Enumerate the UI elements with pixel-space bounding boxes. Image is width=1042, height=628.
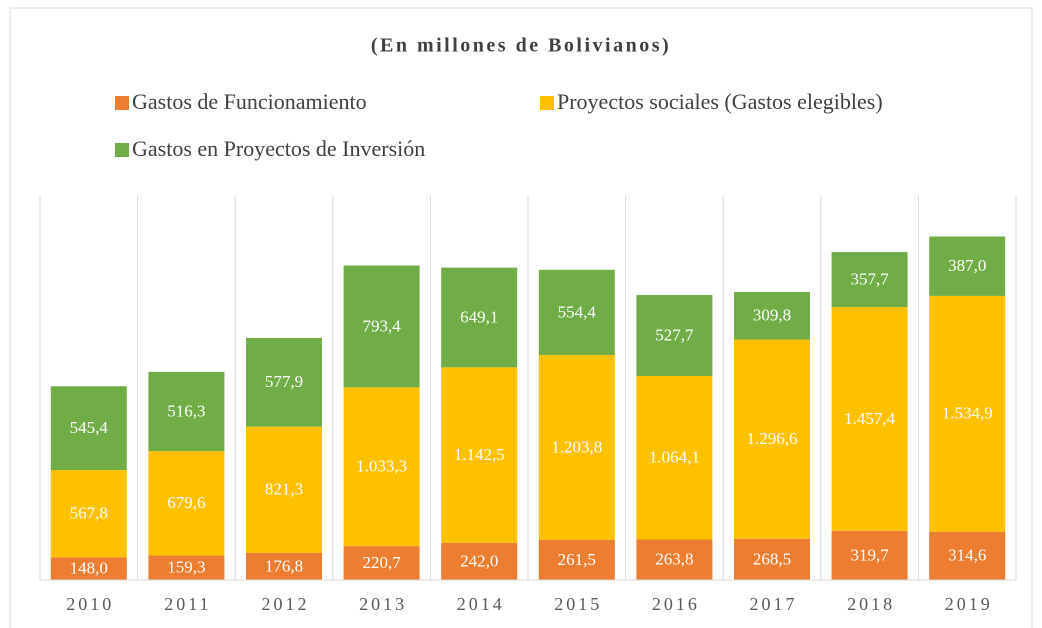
value-label: 567,8 (70, 504, 108, 523)
bar-segment (50, 557, 127, 580)
bar-segment (538, 354, 615, 540)
value-label: 263,8 (655, 550, 693, 569)
value-label: 516,3 (167, 401, 205, 420)
bar-segment (636, 539, 713, 580)
value-label: 1.203,8 (551, 437, 602, 456)
bar-segment (636, 294, 713, 377)
bar-segment (441, 267, 518, 368)
bar-segment (343, 265, 420, 388)
bar-segment (148, 555, 225, 580)
x-tick-label: 2018 (847, 594, 895, 614)
bar-segment (929, 531, 1006, 580)
x-tick-label: 2019 (945, 594, 993, 614)
value-label: 554,4 (558, 302, 597, 321)
legend-label: Gastos de Funcionamiento (132, 89, 367, 114)
legend-swatch (115, 96, 129, 110)
bar-segment (246, 552, 322, 580)
x-tick-label: 2016 (652, 594, 700, 614)
bar-segment (831, 307, 908, 531)
bar-segment (441, 367, 518, 543)
value-label: 319,7 (850, 545, 889, 564)
value-label: 314,6 (948, 546, 986, 565)
value-label: 357,7 (850, 269, 889, 288)
bar-segment (636, 376, 713, 540)
value-label: 1.033,3 (356, 457, 407, 476)
value-label: 148,0 (70, 559, 108, 578)
value-label: 268,5 (753, 549, 791, 568)
x-tick-label: 2011 (164, 594, 211, 614)
value-label: 1.064,1 (649, 448, 700, 467)
legend-label: Gastos en Proyectos de Inversión (132, 136, 425, 161)
value-label: 220,7 (362, 553, 401, 572)
x-tick-label: 2010 (66, 594, 114, 614)
bar-segment (343, 546, 420, 580)
bar-segment (538, 539, 615, 580)
bar-segment (246, 337, 322, 427)
value-label: 821,3 (265, 480, 303, 499)
bar-segment (246, 426, 322, 553)
value-label: 1.534,9 (942, 404, 993, 423)
bar-segment (441, 542, 518, 580)
bar-segment (929, 295, 1006, 532)
bar-segment (734, 292, 810, 340)
legend-label: Proyectos sociales (Gastos elegibles) (557, 89, 883, 114)
value-label: 309,8 (753, 306, 791, 325)
value-label: 176,8 (265, 556, 303, 575)
x-tick-label: 2012 (262, 594, 310, 614)
x-tick-label: 2013 (359, 594, 407, 614)
value-label: 527,7 (655, 325, 694, 344)
bar-segment (734, 339, 810, 539)
bar-segment (148, 371, 225, 452)
bar-segment (538, 269, 615, 355)
bar-segment (148, 451, 225, 556)
bar-segment (831, 530, 908, 580)
value-label: 242,0 (460, 551, 498, 570)
value-label: 649,1 (460, 307, 498, 326)
value-label: 793,4 (362, 316, 401, 335)
bar-segment (734, 538, 810, 580)
value-label: 1.142,5 (454, 445, 505, 464)
chart-title: (En millones de Bolivianos) (371, 35, 671, 57)
x-tick-label: 2014 (457, 594, 505, 614)
value-label: 1.457,4 (844, 409, 896, 428)
value-label: 545,4 (70, 418, 109, 437)
bar-segment (929, 236, 1006, 296)
value-label: 159,3 (167, 558, 205, 577)
bar-segment (343, 387, 420, 547)
bar-segment (831, 252, 908, 308)
value-label: 577,9 (265, 372, 303, 391)
value-label: 261,5 (558, 550, 596, 569)
bar-segment (50, 386, 127, 471)
value-label: 387,0 (948, 256, 986, 275)
legend-swatch (540, 96, 554, 110)
value-label: 679,6 (167, 493, 205, 512)
x-tick-label: 2017 (750, 594, 798, 614)
value-label: 1.296,6 (747, 429, 798, 448)
x-tick-label: 2015 (554, 594, 602, 614)
bar-segment (50, 470, 127, 558)
legend-swatch (115, 143, 129, 157)
